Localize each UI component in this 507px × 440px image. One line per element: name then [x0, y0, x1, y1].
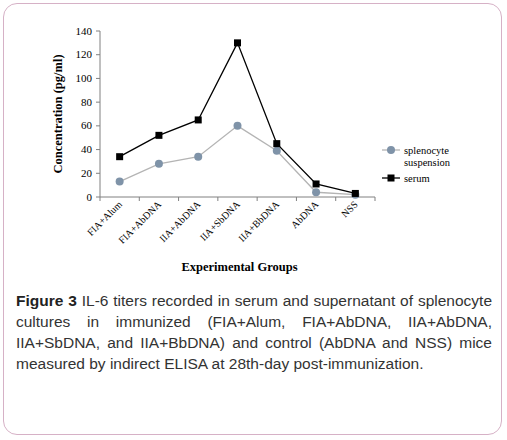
caption-text: IL-6 titers recorded in serum and supern…	[16, 292, 492, 372]
data-point	[352, 190, 359, 197]
data-point	[155, 132, 162, 139]
x-tick	[335, 197, 336, 201]
x-tick-label: NSS	[339, 199, 360, 220]
data-point	[273, 140, 280, 147]
data-point	[351, 191, 359, 199]
data-point	[234, 39, 241, 46]
chart: 0 20 40 60 80 100 120 140 FIA+AlumFIA+AbDNAIIA+A…	[0, 0, 507, 290]
y-axis	[100, 31, 101, 197]
data-point	[273, 147, 281, 155]
caption: Figure 3 IL-6 titers recorded in serum a…	[16, 290, 492, 374]
y-tick	[96, 173, 100, 174]
x-tick	[139, 197, 140, 201]
y-tick	[96, 102, 100, 103]
data-point	[155, 160, 163, 168]
legend-label: splenocytesuspension	[404, 145, 451, 168]
y-tick-label: 20	[81, 167, 93, 179]
legend-label-line: splenocyte	[404, 145, 449, 156]
data-point	[312, 188, 320, 196]
x-tick	[178, 197, 179, 201]
y-tick-label: 80	[81, 96, 93, 108]
x-axis-title: Experimental Groups	[181, 260, 297, 274]
x-axis	[100, 197, 375, 198]
x-tick	[296, 197, 297, 201]
y-tick-label: 60	[81, 119, 93, 131]
x-tick	[217, 197, 218, 201]
data-point	[195, 116, 202, 123]
legend-label-line: suspension	[404, 157, 451, 168]
x-tick-label: IIA+BbDNA	[236, 198, 282, 244]
x-tick-label: IIA+AbDNA	[157, 198, 203, 244]
legend-label-line: serum	[404, 173, 430, 184]
x-tick-label: FIA+Alum	[85, 198, 124, 237]
data-point	[194, 153, 202, 161]
y-tick-label: 40	[81, 143, 93, 155]
legend-marker	[387, 146, 395, 154]
y-tick-label: 0	[87, 191, 93, 203]
data-point	[116, 178, 124, 186]
y-tick-label: 140	[76, 25, 93, 37]
figure-label: Figure 3	[16, 292, 77, 309]
y-tick-label: 120	[76, 48, 93, 60]
x-tick-label: FIA+AbDNA	[116, 198, 164, 246]
y-tick	[96, 54, 100, 55]
data-point	[313, 180, 320, 187]
y-tick	[96, 125, 100, 126]
y-tick	[96, 197, 100, 198]
data-point	[116, 153, 123, 160]
x-tick	[100, 197, 101, 201]
y-tick	[96, 78, 100, 79]
y-tick	[96, 149, 100, 150]
y-tick-label: 100	[76, 72, 93, 84]
legend-label: serum	[404, 173, 430, 184]
y-axis-title: Concentration (pg/ml)	[51, 54, 65, 173]
x-tick	[257, 197, 258, 201]
legend-marker	[388, 175, 395, 182]
data-point	[234, 122, 242, 130]
y-tick	[96, 31, 100, 32]
plot-area	[116, 39, 360, 198]
x-tick	[375, 197, 376, 201]
series-line	[120, 43, 356, 194]
x-tick-label: AbDNA	[289, 198, 321, 230]
